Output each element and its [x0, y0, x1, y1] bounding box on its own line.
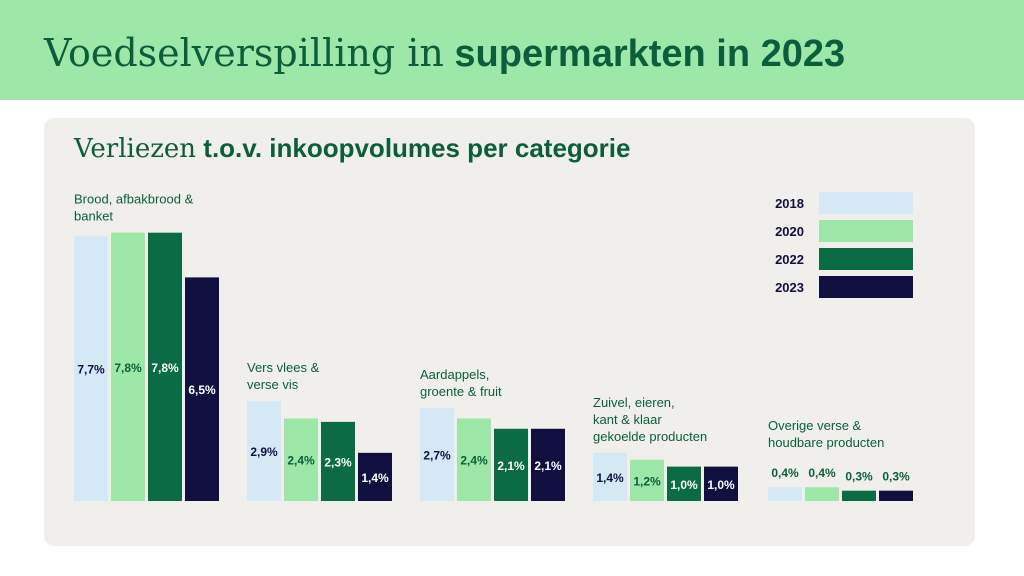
bar-2018	[768, 487, 802, 501]
bar-2023	[879, 490, 913, 501]
category-label: Brood, afbakbrood &	[74, 192, 194, 207]
bar-2023	[704, 466, 738, 501]
bar-2022	[148, 232, 182, 501]
legend-swatch-2022	[819, 248, 913, 270]
data-label: 2,4%	[287, 454, 315, 468]
data-label: 1,0%	[707, 478, 735, 492]
data-label: 2,7%	[423, 449, 451, 463]
data-label: 2,4%	[460, 454, 488, 468]
bar-2022	[842, 490, 876, 501]
category-label: banket	[74, 209, 113, 224]
category-label: gekoelde producten	[593, 429, 707, 444]
bar-2020	[111, 232, 145, 501]
data-label: 0,4%	[808, 466, 836, 480]
data-label: 2,1%	[534, 459, 562, 473]
data-label: 7,8%	[114, 361, 142, 375]
data-label: 1,4%	[596, 471, 624, 485]
category-group: Vers vlees & verse vis 2,9% 2,4% 2,3% 1,4%	[247, 360, 392, 501]
bar-2020	[457, 418, 491, 501]
chart-title-bold: t.o.v. inkoopvolumes per categorie	[203, 133, 631, 163]
legend-label: 2023	[775, 280, 804, 295]
bar-2023	[531, 428, 565, 501]
page-title: Voedselverspilling in supermarkten in 20…	[44, 30, 845, 77]
legend-swatch-2018	[819, 192, 913, 214]
bar-2018	[74, 236, 108, 501]
bar-2022	[321, 421, 355, 501]
category-group: Aardappels, groente & fruit 2,7% 2,4% 2,1% 2,…	[420, 367, 565, 501]
data-label: 7,8%	[151, 361, 179, 375]
bar-2023	[358, 452, 392, 501]
category-group: Zuivel, eieren, kant & klaar gekoelde prod…	[593, 395, 738, 501]
data-label: 2,1%	[497, 459, 525, 473]
bar-2022	[667, 466, 701, 501]
data-label: 6,5%	[188, 383, 216, 397]
data-label: 1,0%	[670, 478, 698, 492]
legend: 2018 2020 2022 2023	[775, 192, 913, 298]
category-group: Brood, afbakbrood & banket 7,7% 7,8% 7,8% 6,5…	[74, 192, 219, 501]
chart-title-light: Verliezen	[74, 134, 197, 164]
category-label: Zuivel, eieren,	[593, 395, 675, 410]
bar-2022	[494, 428, 528, 501]
category-label: Aardappels,	[420, 367, 489, 382]
category-group: Overige verse & houdbare producten 0,4% 0,4…	[768, 418, 913, 501]
bar-2020	[805, 487, 839, 501]
data-label: 0,3%	[882, 470, 910, 484]
legend-swatch-2023	[819, 276, 913, 298]
category-label: houdbare producten	[768, 435, 884, 450]
legend-swatch-2020	[819, 220, 913, 242]
legend-label: 2022	[775, 252, 804, 267]
data-label: 0,3%	[845, 470, 873, 484]
legend-label: 2018	[775, 196, 804, 211]
category-label: Overige verse &	[768, 418, 862, 433]
bar-2023	[185, 277, 219, 501]
bar-2018	[420, 408, 454, 501]
bar-2020	[630, 459, 664, 501]
chart-title: Verliezen t.o.v. inkoopvolumes per categ…	[74, 130, 630, 167]
data-label: 0,4%	[771, 466, 799, 480]
header-banner	[0, 0, 1024, 100]
category-label: groente & fruit	[420, 384, 502, 399]
category-label: Vers vlees &	[247, 360, 320, 375]
data-label: 2,9%	[250, 445, 278, 459]
legend-label: 2020	[775, 224, 804, 239]
bar-2018	[593, 452, 627, 501]
data-label: 1,2%	[633, 474, 661, 488]
category-label: verse vis	[247, 377, 299, 392]
page-title-bold: supermarkten in 2023	[454, 33, 846, 75]
data-label: 7,7%	[77, 363, 105, 377]
data-label: 2,3%	[324, 455, 352, 469]
bar-2018	[247, 401, 281, 501]
page-title-light: Voedselverspilling in	[44, 31, 444, 75]
data-label: 1,4%	[361, 471, 389, 485]
category-label: kant & klaar	[593, 412, 662, 427]
bar-2020	[284, 418, 318, 501]
